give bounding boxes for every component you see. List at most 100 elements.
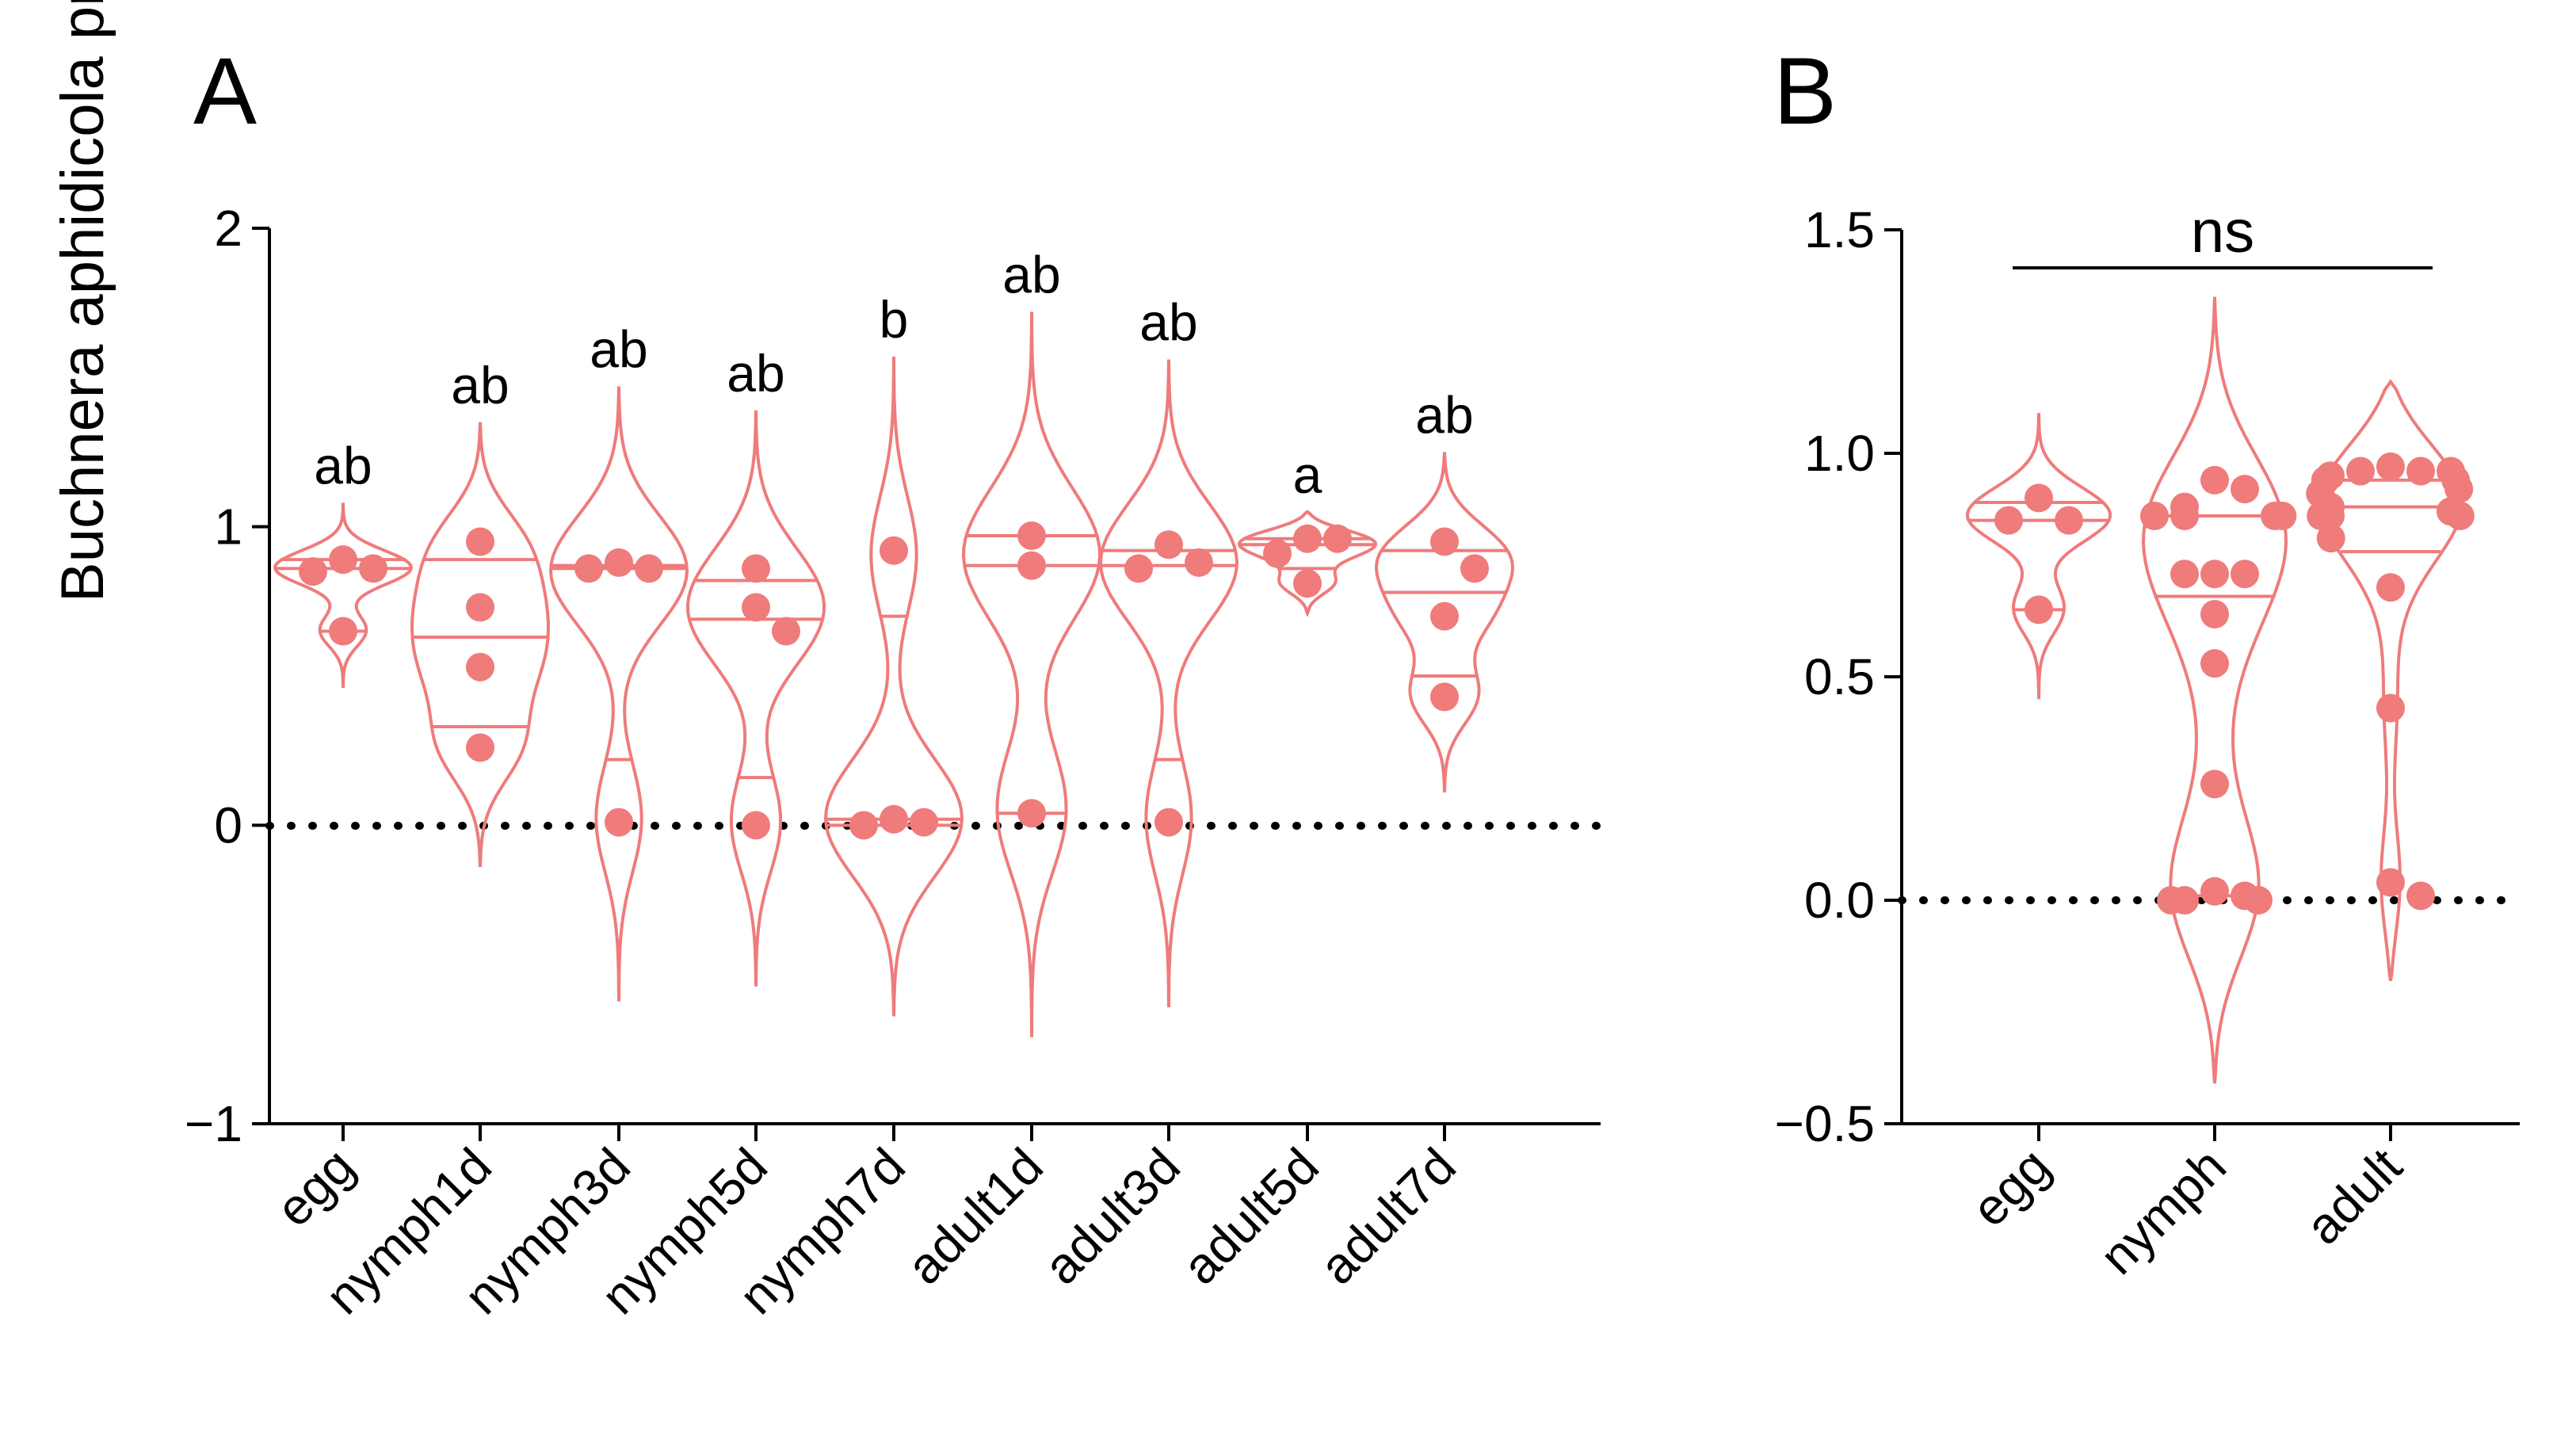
data-point [2445, 501, 2475, 530]
y-tick-label: −1 [185, 1095, 242, 1152]
violin-group-egg: egg [1960, 413, 2112, 1237]
data-point [742, 554, 770, 583]
violin-outline [1965, 413, 2112, 700]
data-point [2200, 559, 2229, 589]
x-tick-label: adult [2295, 1137, 2413, 1255]
data-point [329, 545, 357, 575]
data-point [2243, 886, 2273, 915]
violin-outline [410, 422, 551, 868]
violin-outline [2317, 379, 2464, 981]
data-point [1017, 799, 1046, 828]
data-point [1154, 808, 1183, 837]
data-point [2025, 483, 2053, 513]
data-point [2157, 886, 2186, 915]
data-point [1293, 524, 1322, 553]
y-ticks-a: −1 0 1 2 [185, 200, 269, 1152]
x-tick-label: nymph [2089, 1137, 2237, 1285]
x-tick-label: egg [265, 1137, 364, 1237]
y-tick-label: 0.5 [1804, 648, 1875, 705]
data-point [2025, 595, 2053, 624]
data-point [1460, 554, 1489, 583]
data-point [2376, 693, 2405, 723]
data-point [1124, 554, 1153, 583]
violin-group-nymph: nymph [2089, 296, 2297, 1285]
data-point [1017, 551, 1046, 580]
violin-group-adult3d: adult3d ab [1033, 293, 1239, 1295]
x-tick-label: egg [1960, 1137, 2060, 1237]
significance-letter: ab [1002, 245, 1060, 304]
significance-letter: ab [727, 344, 784, 403]
data-point [1263, 539, 1292, 568]
violin-outline [548, 386, 689, 1002]
y-axis-label: Buchnera aphidicola proportion (%) [49, 0, 116, 602]
data-point [359, 554, 387, 583]
violin-groups-a: eggabnymph1dabnymph3dabnymph5dabnymph7db… [265, 245, 1515, 1325]
data-point [635, 554, 663, 583]
data-point [1323, 524, 1352, 553]
data-point [1994, 506, 2023, 535]
data-point [329, 617, 357, 646]
y-ticks-b: −0.5 0.0 0.5 1.0 1.5 [1775, 201, 1902, 1152]
data-point [849, 811, 878, 840]
data-point [2444, 475, 2474, 504]
violin-outline [1098, 359, 1239, 1008]
x-tick-label: adult7d [1309, 1137, 1467, 1295]
data-point [466, 652, 494, 682]
significance-letter: ab [1139, 293, 1197, 352]
data-point [910, 808, 938, 837]
violin-outline [823, 356, 964, 1017]
data-point [2376, 452, 2405, 481]
data-point [1430, 601, 1459, 631]
data-point [605, 808, 633, 837]
data-point [2346, 456, 2375, 486]
x-tick-label: adult5d [1172, 1137, 1330, 1295]
data-point [2200, 649, 2229, 678]
significance-label: ns [2191, 198, 2254, 265]
data-point [466, 593, 494, 622]
panel-b-label: B [1773, 38, 1837, 144]
data-point [1154, 530, 1183, 559]
data-point [2170, 501, 2199, 530]
y-tick-label: 1.5 [1804, 201, 1875, 258]
data-point [2376, 868, 2405, 897]
significance-letter: b [880, 290, 909, 349]
data-point [2140, 501, 2169, 530]
data-point [2376, 573, 2405, 602]
data-point [742, 811, 770, 840]
violin-group-adult1d: adult1d ab [896, 245, 1102, 1295]
violin-outline [2141, 296, 2288, 1084]
data-point [2231, 475, 2259, 504]
y-tick-label: 0.0 [1804, 872, 1875, 929]
data-point [2307, 501, 2336, 530]
data-point [2055, 506, 2083, 535]
significance-letter: ab [1415, 386, 1473, 445]
panel-a: A Buchnera aphidicola proportion (%) −1 0… [49, 0, 1605, 1325]
y-tick-label: −0.5 [1775, 1095, 1875, 1152]
violin-outline [1237, 510, 1378, 617]
significance-letter: ab [314, 437, 372, 495]
data-point [2268, 501, 2297, 530]
data-point [1430, 527, 1459, 556]
panel-a-label: A [193, 38, 257, 144]
y-tick-label: 1 [214, 498, 242, 556]
significance-letter: ab [590, 320, 647, 379]
data-point [299, 557, 327, 586]
data-point [2200, 770, 2229, 799]
data-point [2170, 559, 2199, 589]
data-point [772, 617, 800, 646]
data-point [2406, 881, 2435, 911]
data-point [1430, 682, 1459, 712]
violin-outline [1374, 452, 1515, 792]
violin-group-adult7d: adult7d ab [1309, 386, 1515, 1295]
data-point [1185, 548, 1213, 577]
data-point [2406, 456, 2435, 486]
data-point [2200, 876, 2229, 906]
x-tick-label: adult3d [1033, 1137, 1191, 1295]
data-point [1017, 521, 1046, 550]
y-tick-label: 0 [214, 796, 242, 854]
significance-letter: a [1293, 445, 1322, 504]
data-point [605, 548, 633, 577]
data-point [466, 733, 494, 762]
violin-groups-b: egg nymph adult [1960, 296, 2475, 1285]
y-tick-label: 2 [214, 200, 242, 257]
